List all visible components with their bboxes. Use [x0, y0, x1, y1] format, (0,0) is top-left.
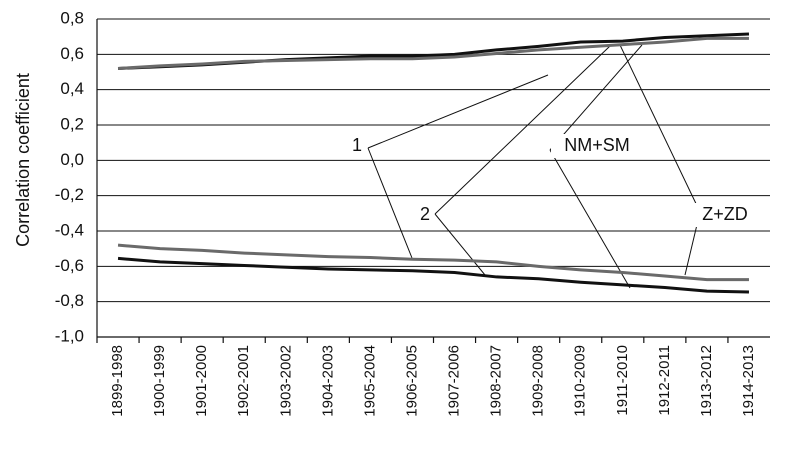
- y-tick-label: 0,4: [60, 79, 84, 98]
- y-axis-title: Correlation coefficient: [13, 73, 33, 247]
- annotation-bg: [679, 203, 771, 227]
- annotation: Z+ZD: [702, 204, 748, 224]
- x-tick-label: 1914-2013: [740, 345, 757, 417]
- series-line: [117, 256, 750, 294]
- x-tick-label: 1913-2012: [698, 345, 715, 417]
- x-tick-label: 1901-2000: [193, 345, 210, 417]
- x-tick-label: 1904-2003: [319, 345, 336, 417]
- y-tick-label: -0,6: [55, 256, 84, 275]
- x-tick-label: 1900-1999: [151, 345, 168, 417]
- leader-lines: [367, 44, 701, 289]
- x-tick-label: 1912-2011: [656, 345, 673, 416]
- y-tick-label: 0,6: [60, 44, 84, 63]
- leader-line: [367, 74, 549, 259]
- y-tick-label: 0,0: [60, 150, 84, 169]
- series-line: [117, 243, 749, 282]
- x-tick-label: 1910-2009: [572, 345, 589, 417]
- y-tick-label: -1,0: [55, 326, 84, 345]
- annotation-bg: [348, 134, 366, 158]
- leader-line: [434, 45, 611, 276]
- x-tick-label: 1905-2004: [361, 345, 378, 417]
- x-tick-label: 1902-2001: [235, 345, 252, 417]
- x-tick-label: 1907-2006: [446, 345, 463, 417]
- annotation-bg: [551, 134, 643, 158]
- annotation-bg: [416, 203, 434, 227]
- annotation: 2: [420, 204, 430, 224]
- leader-line: [549, 44, 643, 289]
- x-tick-label: 1903-2002: [277, 345, 294, 417]
- x-tick-label: 1909-2008: [530, 345, 547, 417]
- y-tick-label: 0,8: [60, 8, 84, 27]
- x-tick-label: 1899-1998: [109, 345, 126, 417]
- y-tick-label: -0,2: [55, 185, 84, 204]
- annotation: NM+SM: [564, 135, 630, 155]
- y-tick-label: -0,8: [55, 291, 84, 310]
- annotation: 1: [352, 135, 362, 155]
- x-tick-label: 1908-2007: [488, 345, 505, 417]
- y-tick-label: -0,4: [55, 220, 84, 239]
- x-tick-label: 1911-2010: [614, 345, 631, 416]
- x-tick-label: 1906-2005: [403, 345, 420, 417]
- y-tick-label: 0,2: [60, 114, 84, 133]
- series-line: [117, 36, 749, 70]
